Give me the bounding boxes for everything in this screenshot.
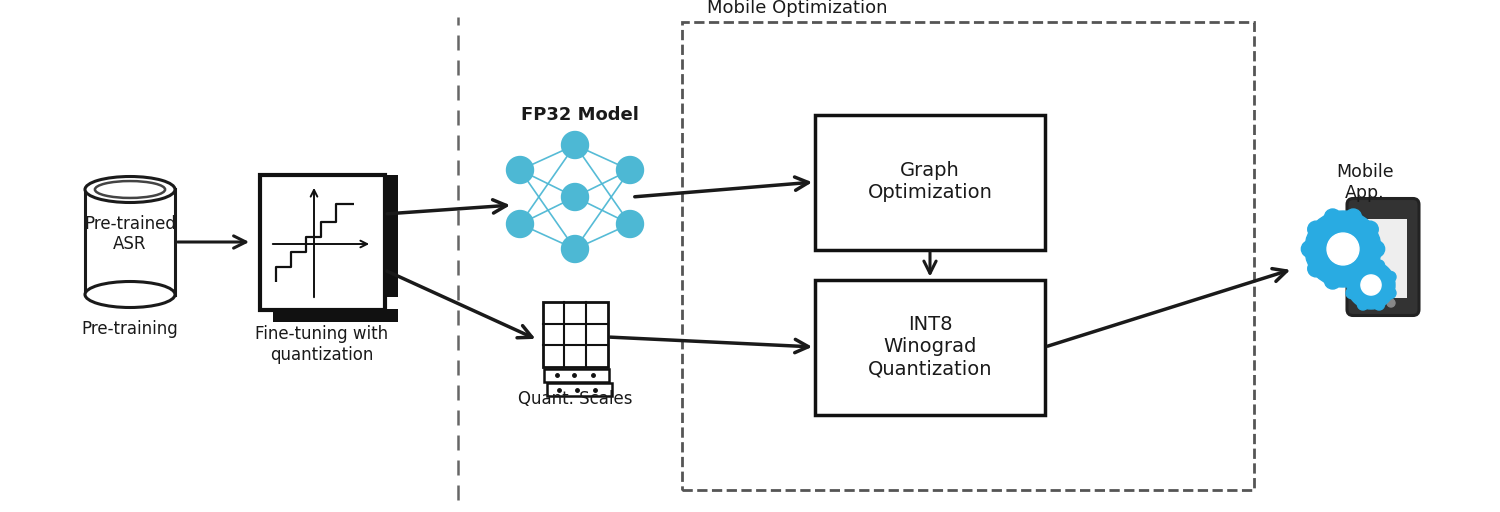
Bar: [86, 189, 176, 294]
Text: Quant. Scales: Quant. Scales: [518, 390, 633, 408]
Text: Graph
Optimization: Graph Optimization: [867, 161, 993, 203]
Circle shape: [1347, 261, 1395, 309]
Text: Pre-training: Pre-training: [81, 321, 178, 338]
Bar: [546, 383, 612, 396]
Bar: [815, 115, 1046, 249]
Bar: [384, 175, 398, 296]
Text: Mobile Optimization: Mobile Optimization: [706, 0, 888, 17]
Bar: [1359, 219, 1407, 297]
Circle shape: [1308, 221, 1324, 238]
Circle shape: [507, 210, 534, 238]
Circle shape: [1346, 272, 1362, 289]
Bar: [543, 302, 608, 367]
Text: Fine-tuning with
quantization: Fine-tuning with quantization: [255, 325, 388, 364]
Circle shape: [616, 157, 644, 183]
Circle shape: [1308, 261, 1324, 277]
Circle shape: [1360, 275, 1382, 295]
Text: Pre-trained
ASR: Pre-trained ASR: [84, 215, 176, 253]
Bar: [273, 309, 398, 323]
Circle shape: [1384, 271, 1396, 283]
Ellipse shape: [86, 177, 176, 203]
Bar: [260, 175, 384, 309]
Text: Mobile
App.: Mobile App.: [1336, 163, 1394, 202]
Circle shape: [1374, 260, 1384, 271]
Circle shape: [1346, 271, 1358, 283]
Circle shape: [507, 157, 534, 183]
Bar: [815, 280, 1046, 415]
Circle shape: [1302, 241, 1318, 257]
Circle shape: [1368, 241, 1384, 257]
Circle shape: [1358, 260, 1368, 271]
Circle shape: [1324, 272, 1341, 289]
Circle shape: [561, 183, 588, 210]
FancyBboxPatch shape: [1347, 199, 1419, 315]
Circle shape: [1346, 209, 1362, 225]
Circle shape: [561, 132, 588, 159]
Text: FP32 Model: FP32 Model: [520, 106, 639, 124]
Text: INT8
Winograd
Quantization: INT8 Winograd Quantization: [867, 315, 993, 378]
Bar: [544, 369, 609, 381]
Circle shape: [1346, 288, 1358, 298]
Circle shape: [561, 236, 588, 263]
Circle shape: [1388, 299, 1395, 307]
Circle shape: [1374, 299, 1384, 310]
Circle shape: [1384, 288, 1396, 298]
Circle shape: [616, 210, 644, 238]
Ellipse shape: [86, 282, 176, 308]
Circle shape: [1328, 233, 1359, 265]
Circle shape: [1362, 221, 1378, 238]
Circle shape: [1362, 261, 1378, 277]
Circle shape: [1324, 209, 1341, 225]
Circle shape: [1358, 299, 1368, 310]
Circle shape: [1305, 211, 1382, 287]
